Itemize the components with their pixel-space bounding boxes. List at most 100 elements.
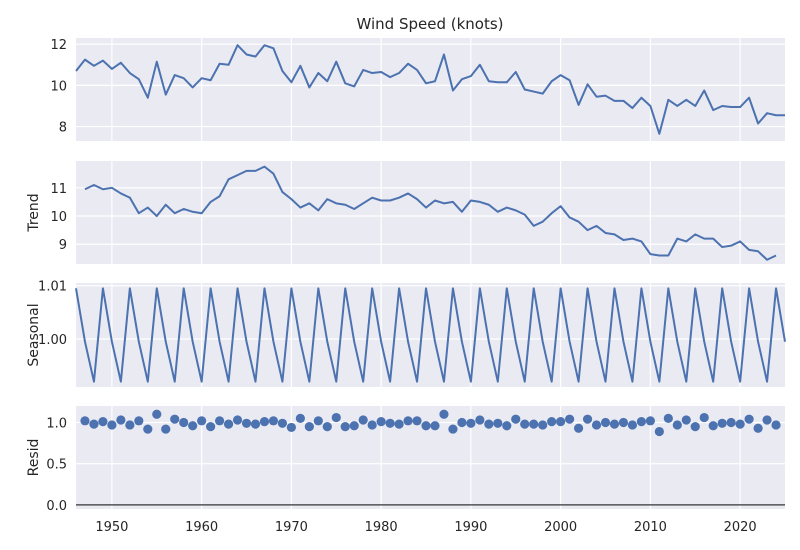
resid-point (645, 416, 655, 426)
resid-point (143, 424, 153, 434)
resid-point (582, 414, 593, 424)
resid-point (762, 415, 772, 425)
resid-point (358, 415, 368, 425)
y-tick-label-resid: 0.5 (46, 458, 67, 473)
resid-point (322, 422, 332, 432)
resid-point (475, 415, 485, 425)
resid-point (439, 409, 449, 419)
x-tick-label: 1970 (275, 520, 308, 535)
resid-point (80, 416, 90, 426)
resid-point (717, 418, 727, 428)
y-tick-label-observed: 8 (59, 121, 67, 136)
resid-point (340, 422, 350, 432)
resid-point (744, 414, 754, 424)
x-tick-label: 1960 (185, 520, 218, 535)
observed-series-line (75, 44, 785, 135)
resid-point (493, 418, 503, 428)
x-tick-label: 1990 (454, 520, 487, 535)
panel-observed: 8 10 12 (50, 38, 785, 141)
resid-point (116, 415, 126, 425)
resid-point (627, 420, 638, 430)
panel-trend: 9 10 11 Trend (26, 161, 785, 264)
resid-point (107, 420, 117, 430)
resid-point (466, 418, 476, 428)
resid-point (502, 421, 512, 431)
resid-point (313, 416, 323, 426)
resid-point (520, 419, 530, 429)
seasonal-series-line (75, 287, 786, 383)
resid-point (681, 415, 691, 425)
y-tick-label-trend: 9 (59, 238, 67, 253)
resid-point (556, 417, 566, 427)
resid-point (753, 423, 763, 433)
resid-point (134, 416, 144, 426)
resid-point (259, 417, 270, 427)
resid-point (89, 419, 99, 429)
resid-point (457, 417, 467, 428)
resid-point (197, 416, 207, 426)
resid-point (618, 417, 629, 428)
resid-point (170, 414, 180, 424)
resid-point (241, 418, 252, 428)
resid-point (349, 421, 359, 431)
resid-point (421, 421, 431, 431)
y-tick-label-seasonal: 1.00 (38, 333, 67, 348)
resid-point (448, 424, 458, 434)
y-tick-label-resid: 1.0 (46, 416, 67, 431)
resid-point (125, 420, 135, 430)
resid-point (152, 409, 162, 419)
resid-point (591, 420, 602, 430)
resid-point (98, 417, 108, 427)
resid-point (394, 419, 404, 429)
resid-point (268, 416, 279, 426)
y-axis-title-resid: Resid (26, 439, 42, 477)
resid-point (573, 423, 584, 433)
y-tick-label-trend: 11 (50, 182, 67, 197)
x-tick-label: 2000 (544, 520, 577, 535)
resid-point (206, 422, 216, 432)
resid-point (223, 419, 234, 429)
x-tick-label: 1980 (365, 520, 398, 535)
panel-background-trend (76, 161, 785, 264)
resid-point (232, 415, 243, 425)
resid-point (690, 422, 700, 432)
y-axis-title-trend: Trend (26, 193, 42, 232)
resid-point (188, 421, 198, 431)
resid-point (161, 424, 171, 434)
resid-point (726, 417, 736, 428)
resid-point (511, 414, 521, 424)
resid-point (304, 422, 314, 432)
resid-point (708, 421, 718, 431)
x-tick-label: 2010 (634, 520, 667, 535)
resid-point (529, 419, 539, 429)
resid-point (385, 418, 395, 428)
resid-point (214, 416, 225, 426)
resid-point (250, 419, 261, 429)
resid-point (286, 422, 296, 433)
trend-series-line (84, 165, 777, 261)
resid-point (277, 418, 288, 428)
resid-point (331, 412, 341, 423)
resid-point (547, 417, 557, 427)
resid-point (654, 426, 664, 437)
resid-point (376, 417, 386, 427)
resid-point (179, 417, 189, 428)
resid-point (403, 416, 413, 426)
resid-point (699, 412, 709, 423)
chart-title: Wind Speed (knots) (356, 15, 503, 33)
resid-point (412, 416, 422, 426)
resid-point (600, 417, 611, 428)
resid-point (295, 413, 305, 423)
resid-point (636, 417, 647, 427)
resid-point (771, 420, 781, 430)
resid-point (484, 419, 494, 429)
resid-point (430, 421, 440, 431)
resid-point (609, 419, 620, 429)
y-tick-label-trend: 10 (50, 210, 67, 225)
resid-point (538, 420, 548, 430)
resid-point (663, 413, 673, 423)
y-axis-title-seasonal: Seasonal (26, 303, 42, 366)
y-tick-label-observed: 12 (50, 38, 67, 53)
resid-point (735, 419, 745, 429)
